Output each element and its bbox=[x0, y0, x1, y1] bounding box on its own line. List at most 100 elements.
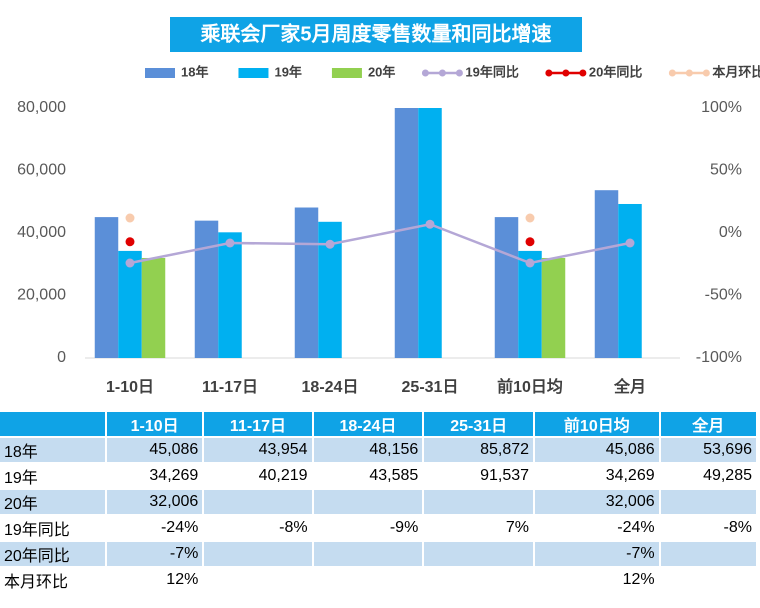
x-tick-label: 全月 bbox=[613, 377, 646, 396]
y-tick-label: 80,000 bbox=[17, 99, 66, 116]
table-cell: 12% bbox=[535, 568, 659, 592]
legend-swatch bbox=[702, 69, 710, 77]
x-tick-label: 前10日均 bbox=[497, 377, 563, 396]
y2-tick-label: -100% bbox=[696, 349, 742, 366]
legend-swatch bbox=[545, 69, 553, 77]
table-row: 18年 45,086 43,954 48,156 85,872 45,086 53,696 bbox=[0, 438, 756, 462]
row-label: 19年同比 bbox=[0, 516, 105, 540]
table-cell bbox=[424, 490, 534, 514]
legend-label: 20年同比 bbox=[589, 64, 642, 79]
table-cell: 48,156 bbox=[313, 438, 423, 462]
y2-tick-label: -50% bbox=[705, 287, 742, 304]
line-point bbox=[225, 238, 235, 248]
table-cell: 53,696 bbox=[660, 438, 756, 462]
table-cell: -9% bbox=[313, 516, 423, 540]
table-row: 20年同比 -7% -7% bbox=[0, 542, 756, 566]
line bbox=[129, 222, 631, 265]
bars bbox=[94, 108, 642, 358]
legend-swatch bbox=[421, 69, 429, 77]
legend-label: 19年同比 bbox=[465, 64, 518, 79]
legend-label: 本月环比 bbox=[712, 64, 760, 79]
bar bbox=[541, 257, 566, 358]
table-cell: 12% bbox=[107, 568, 203, 592]
legend-label: 18年 bbox=[181, 64, 208, 79]
table-header-cell: 全月 bbox=[660, 412, 756, 436]
bar bbox=[494, 217, 519, 358]
table-cell: 40,219 bbox=[204, 464, 312, 488]
table-header-cell: 前10日均 bbox=[535, 412, 659, 436]
table-cell bbox=[424, 542, 534, 566]
row-label: 20年 bbox=[0, 490, 105, 514]
y2-tick-label: 50% bbox=[710, 162, 742, 179]
table-cell bbox=[313, 568, 423, 592]
table-cell bbox=[660, 490, 756, 514]
line-point bbox=[425, 219, 435, 229]
bar bbox=[194, 220, 219, 358]
line-point bbox=[525, 258, 535, 268]
table-header-row: 1-10日 11-17日 18-24日 25-31日 前10日均 全月 bbox=[0, 412, 756, 436]
bar bbox=[294, 207, 319, 358]
y-tick-label: 0 bbox=[57, 349, 66, 366]
x-tick-label: 25-31日 bbox=[402, 378, 459, 396]
legend-swatch bbox=[331, 68, 362, 78]
table-header-cell: 1-10日 bbox=[107, 412, 203, 436]
table-row: 19年 34,269 40,219 43,585 91,537 34,269 49,285 bbox=[0, 464, 756, 488]
table-cell: 32,006 bbox=[107, 490, 203, 514]
table-cell: -7% bbox=[107, 542, 203, 566]
table-header-cell: 18-24日 bbox=[313, 412, 423, 436]
table-row: 本月环比 12% 12% bbox=[0, 568, 756, 592]
legend-swatch bbox=[438, 69, 446, 77]
x-tick-label: 1-10日 bbox=[106, 378, 154, 396]
table-cell: 91,537 bbox=[424, 464, 534, 488]
bar bbox=[418, 108, 442, 358]
bar bbox=[394, 108, 419, 358]
line-point bbox=[525, 237, 535, 247]
bar bbox=[118, 250, 142, 358]
table-cell bbox=[204, 568, 312, 592]
line-point bbox=[125, 213, 135, 223]
table-cell: 43,585 bbox=[313, 464, 423, 488]
table-cell bbox=[204, 490, 312, 514]
table-cell: 43,954 bbox=[204, 438, 312, 462]
chart: 乘联会厂家5月周度零售数量和同比增速 0 20,000 40,000 60,000 80… bbox=[17, 17, 760, 396]
legend-swatch bbox=[145, 68, 175, 78]
line-point bbox=[525, 213, 535, 223]
row-label: 18年 bbox=[0, 438, 105, 462]
bar bbox=[518, 250, 542, 358]
bar bbox=[94, 217, 119, 358]
bar bbox=[594, 190, 619, 358]
table-cell: 49,285 bbox=[660, 464, 756, 488]
table-cell: -24% bbox=[107, 516, 203, 540]
table-cell: 45,086 bbox=[535, 438, 659, 462]
legend-swatch bbox=[562, 69, 570, 77]
data-table: 1-10日 11-17日 18-24日 25-31日 前10日均 全月 18年 45,086 4… bbox=[0, 410, 758, 594]
line-point bbox=[125, 258, 135, 268]
table-cell: 34,269 bbox=[535, 464, 659, 488]
bar bbox=[218, 232, 242, 358]
line-point bbox=[625, 238, 635, 248]
line-point bbox=[325, 239, 335, 249]
table-cell bbox=[313, 490, 423, 514]
table-cell: -24% bbox=[535, 516, 659, 540]
table-cell: 85,872 bbox=[424, 438, 534, 462]
row-label: 本月环比 bbox=[0, 568, 105, 592]
table-cell: 7% bbox=[424, 516, 534, 540]
title-box bbox=[170, 17, 582, 52]
legend-swatch bbox=[455, 69, 463, 77]
table-cell: 34,269 bbox=[107, 464, 203, 488]
y2-tick-label: 100% bbox=[701, 99, 742, 116]
bar bbox=[141, 257, 166, 358]
legend-swatch bbox=[685, 69, 693, 77]
legend-swatch bbox=[579, 69, 587, 77]
x-tick-label: 11-17日 bbox=[202, 378, 258, 396]
y-tick-label: 40,000 bbox=[17, 224, 66, 241]
table-cell bbox=[204, 542, 312, 566]
legend-label: 20年 bbox=[368, 64, 395, 79]
chart-title: 乘联会厂家5月周度零售数量和同比增速 bbox=[199, 21, 551, 45]
table-cell bbox=[424, 568, 534, 592]
legend-label: 19年 bbox=[274, 64, 301, 79]
table-cell: 32,006 bbox=[535, 490, 659, 514]
row-label: 20年同比 bbox=[0, 542, 105, 566]
line-point bbox=[125, 237, 135, 247]
